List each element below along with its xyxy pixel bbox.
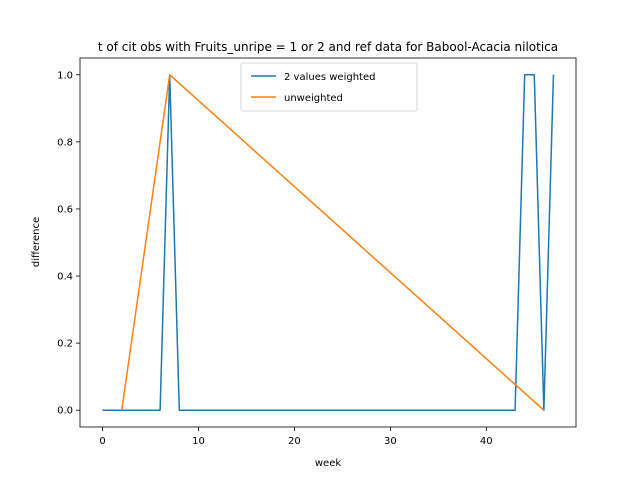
y-tick-label: 0.6 bbox=[57, 204, 73, 215]
series-line-unweighted bbox=[120, 74, 545, 411]
x-tick-label: 0 bbox=[99, 436, 105, 447]
series-layer bbox=[102, 74, 555, 411]
x-axis-label: week bbox=[315, 458, 341, 469]
x-tick-label: 10 bbox=[192, 436, 205, 447]
series-line-weighted bbox=[102, 74, 555, 411]
y-tick-label: 0.0 bbox=[57, 406, 73, 417]
legend: 2 values weighted unweighted bbox=[240, 62, 418, 112]
legend-box bbox=[240, 62, 418, 112]
y-tick-label: 0.2 bbox=[57, 339, 73, 350]
y-tick-label: 1.0 bbox=[57, 70, 73, 81]
legend-label-weighted: 2 values weighted bbox=[284, 72, 375, 83]
x-tick-label: 20 bbox=[288, 436, 301, 447]
x-tick-label: 30 bbox=[384, 436, 397, 447]
y-tick-label: 0.8 bbox=[57, 137, 73, 148]
x-tick-label: 40 bbox=[480, 436, 493, 447]
legend-label-unweighted: unweighted bbox=[284, 93, 343, 104]
chart-title: t of cit obs with Fruits_unripe = 1 or 2… bbox=[98, 40, 558, 54]
ticks-layer: 0 10 20 30 40 0.0 0.2 0.4 0.6 0.8 1.0 bbox=[57, 70, 493, 447]
y-tick-label: 0.4 bbox=[57, 272, 73, 283]
plot-frame bbox=[79, 57, 577, 428]
y-axis-label: difference bbox=[31, 217, 42, 267]
